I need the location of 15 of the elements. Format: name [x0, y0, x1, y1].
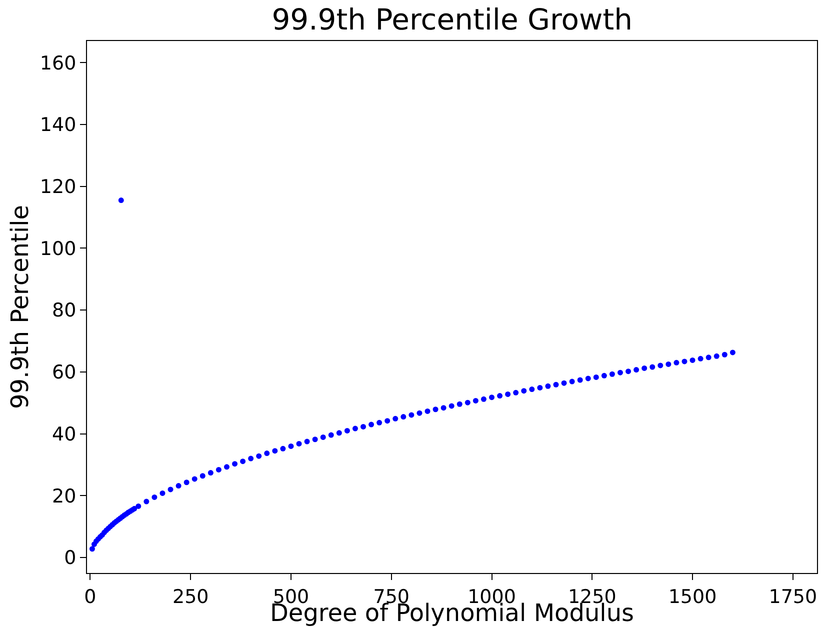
chart-title: 99.9th Percentile Growth [272, 2, 633, 37]
x-tick-label: 250 [172, 586, 209, 608]
y-tick-label: 100 [40, 238, 76, 260]
y-tick-label: 60 [52, 362, 76, 384]
y-tick-label: 40 [52, 423, 76, 446]
x-tick-label: 1750 [768, 586, 818, 608]
y-tick-label: 20 [52, 485, 76, 508]
y-tick-label: 140 [40, 114, 76, 136]
x-tick-label: 1500 [668, 586, 717, 608]
y-tick-label: 120 [40, 176, 76, 198]
y-tick-label: 80 [52, 300, 76, 322]
y-tick-label: 160 [40, 52, 76, 74]
y-axis-title: 99.9th Percentile [6, 204, 34, 410]
x-tick-label: 0 [84, 586, 96, 608]
y-tick-label: 0 [64, 547, 76, 570]
